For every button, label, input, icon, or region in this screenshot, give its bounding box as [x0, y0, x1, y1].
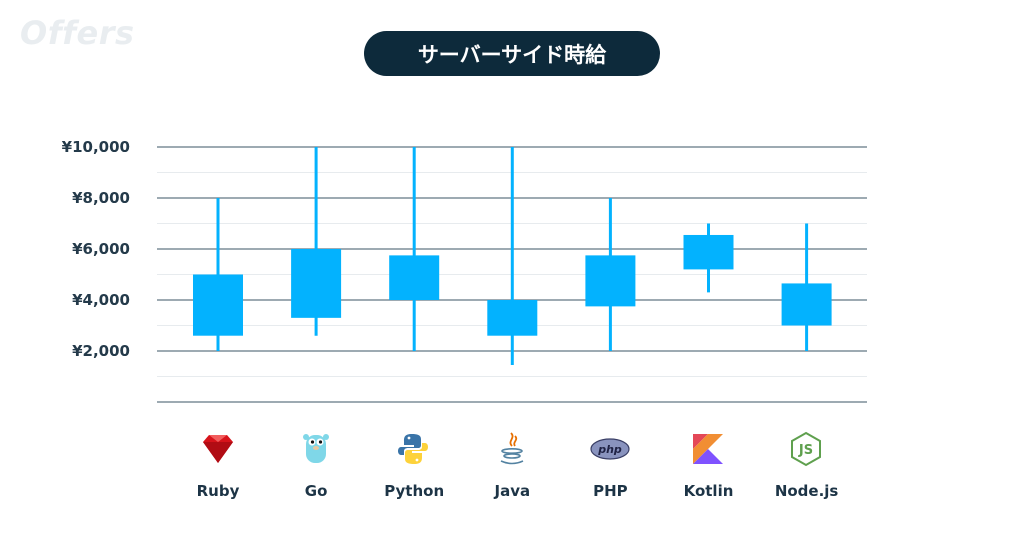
x-category-label: Go — [305, 482, 328, 500]
x-category-label: Python — [384, 482, 444, 500]
box-body — [487, 300, 538, 336]
category-icons: php JS — [203, 431, 821, 467]
box-ruby — [193, 198, 243, 351]
box-nodejs — [781, 223, 832, 351]
x-category-label: Ruby — [197, 482, 240, 500]
x-axis-labels: Ruby Go Python Java PHP Kotlin Node.js — [197, 482, 839, 500]
svg-text:php: php — [597, 443, 622, 456]
php-icon: php — [590, 438, 630, 460]
nodejs-icon: JS — [791, 431, 821, 467]
y-tick-label: ¥4,000 — [72, 291, 130, 309]
go-gopher-icon — [303, 434, 329, 463]
kotlin-icon — [693, 434, 723, 464]
box-php — [585, 198, 636, 351]
box-body — [389, 255, 440, 300]
y-axis-ticks: ¥2,000 ¥4,000 ¥6,000 ¥8,000 ¥10,000 — [62, 138, 130, 360]
x-category-label: Java — [493, 482, 530, 500]
box-body — [781, 283, 832, 326]
java-icon — [500, 432, 524, 465]
offers-logo: Offers — [20, 14, 135, 52]
x-category-label: Kotlin — [684, 482, 734, 500]
box-body — [585, 255, 636, 307]
box-java — [487, 147, 538, 366]
y-tick-label: ¥8,000 — [72, 189, 130, 207]
y-tick-label: ¥10,000 — [62, 138, 130, 156]
x-category-label: Node.js — [775, 482, 839, 500]
x-category-label: PHP — [593, 482, 628, 500]
box-body — [291, 249, 342, 318]
y-tick-label: ¥6,000 — [72, 240, 130, 258]
svg-text:JS: JS — [798, 443, 813, 458]
box-body — [683, 234, 734, 270]
ruby-icon — [203, 435, 233, 463]
box-series — [193, 147, 832, 366]
box-body — [193, 274, 243, 336]
python-icon — [398, 434, 428, 464]
y-tick-label: ¥2,000 — [72, 342, 130, 360]
chart-title: サーバーサイド時給 — [364, 31, 660, 76]
box-go — [291, 147, 342, 336]
box-python — [389, 147, 440, 351]
box-kotlin — [683, 223, 734, 293]
